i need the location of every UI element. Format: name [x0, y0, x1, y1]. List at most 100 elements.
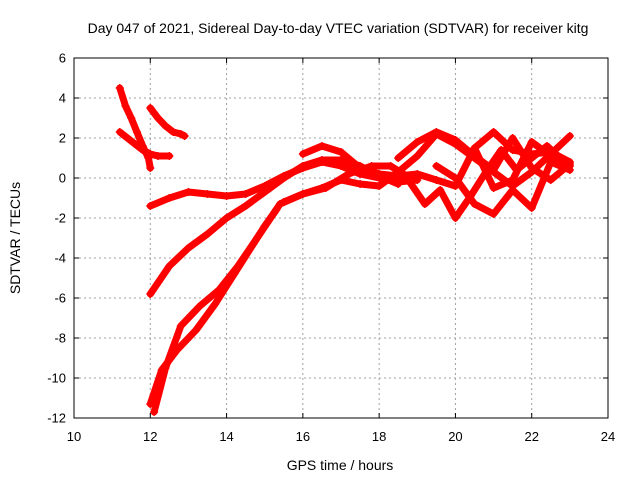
data-point: [386, 162, 395, 170]
data-point: [337, 176, 345, 184]
series-markers: [432, 158, 574, 218]
data-point: [176, 322, 185, 330]
data-point: [138, 146, 147, 154]
data-point: [375, 170, 384, 178]
x-tick-label: 10: [67, 429, 81, 444]
series-markers: [146, 104, 189, 140]
data-point: [123, 134, 132, 142]
x-tick-label: 16: [296, 429, 310, 444]
data-point: [546, 176, 555, 184]
data-point: [527, 154, 536, 162]
data-point: [413, 170, 422, 178]
data-point: [131, 140, 140, 148]
data-point: [260, 188, 269, 196]
data-point: [451, 174, 460, 182]
data-point: [214, 286, 223, 294]
y-tick-label: -10: [47, 371, 66, 386]
data-point: [195, 302, 204, 310]
data-point: [394, 172, 403, 180]
x-axis-label: GPS time / hours: [287, 457, 394, 473]
data-point: [394, 154, 403, 162]
chart-title: Day 047 of 2021, Sidereal Day-to-day VTE…: [88, 20, 589, 36]
data-point: [165, 194, 174, 202]
data-point: [222, 214, 231, 222]
data-point: [153, 152, 162, 160]
data-point: [184, 188, 193, 196]
data-point: [146, 150, 155, 158]
data-point: [432, 176, 441, 184]
data-point: [337, 148, 345, 156]
series-markers: [115, 84, 155, 172]
data-point: [132, 128, 141, 136]
x-tick-label: 22: [524, 429, 538, 444]
data-point: [127, 114, 136, 122]
data-point: [253, 234, 262, 242]
data-point: [150, 408, 159, 416]
data-point: [161, 364, 170, 372]
data-point: [527, 204, 536, 212]
series-markers: [470, 138, 574, 192]
y-tick-label: 2: [59, 131, 66, 146]
y-tick-label: -4: [54, 251, 66, 266]
data-point: [234, 262, 243, 270]
data-point: [165, 262, 174, 270]
data-point: [121, 102, 130, 110]
data-point: [508, 146, 517, 154]
y-tick-label: -8: [54, 331, 66, 346]
y-tick-label: 4: [59, 91, 66, 106]
data-point: [165, 152, 174, 160]
x-tick-label: 18: [372, 429, 386, 444]
data-point: [180, 132, 189, 140]
data-point: [489, 184, 498, 192]
data-point: [432, 162, 441, 170]
data-point: [413, 138, 422, 146]
data-point: [489, 210, 498, 218]
plot-frame: [73, 57, 609, 419]
data-point: [546, 152, 555, 160]
data-point: [527, 164, 536, 172]
data-point: [542, 142, 551, 150]
data-point: [470, 144, 479, 152]
data-point: [565, 162, 574, 170]
data-series-arc-8: [280, 130, 574, 206]
x-tick-label: 12: [143, 429, 157, 444]
data-series-arc-13: [471, 138, 574, 192]
data-point: [298, 190, 307, 198]
data-point: [222, 192, 231, 200]
x-tick-label: 14: [219, 429, 233, 444]
data-point: [184, 244, 193, 252]
data-point: [337, 156, 345, 164]
x-tick-label: 24: [601, 429, 615, 444]
data-point: [146, 104, 155, 112]
data-point: [508, 176, 517, 184]
data-point: [565, 132, 574, 140]
y-tick-label: -12: [47, 411, 66, 426]
y-tick-label: 6: [59, 51, 66, 66]
data-series-arc-1: [116, 84, 154, 172]
data-point: [508, 186, 517, 194]
data-point: [451, 136, 460, 144]
y-tick-label: 0: [59, 171, 66, 186]
y-tick-label: -6: [54, 291, 66, 306]
data-series-arc-3: [146, 104, 189, 140]
data-point: [497, 146, 506, 154]
data-point: [211, 300, 220, 308]
data-point: [241, 202, 250, 210]
data-point: [413, 152, 422, 160]
data-point: [470, 200, 479, 208]
data-point: [375, 182, 384, 190]
data-series-arc-12: [432, 158, 574, 218]
x-tick-label: 20: [448, 429, 462, 444]
data-point: [146, 290, 155, 298]
data-point: [317, 142, 326, 150]
data-point: [508, 134, 517, 142]
data-point: [298, 162, 307, 170]
data-point: [451, 214, 460, 222]
data-point: [115, 84, 124, 92]
data-point: [203, 190, 212, 198]
data-point: [356, 164, 365, 172]
data-point: [169, 128, 178, 136]
data-point: [356, 180, 365, 188]
y-axis-label: SDTVAR / TECUs: [7, 182, 23, 294]
